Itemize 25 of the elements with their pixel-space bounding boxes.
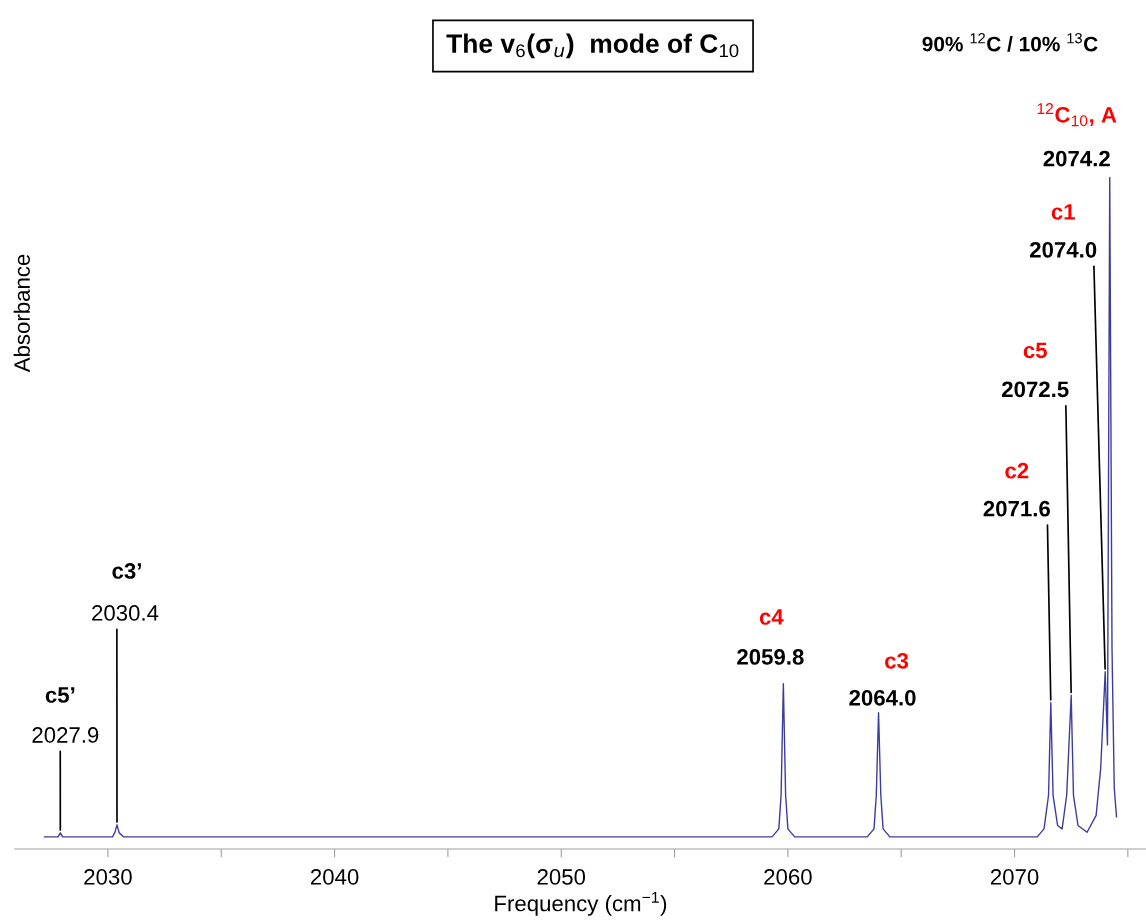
annotation: 2030.4 bbox=[92, 605, 159, 621]
annotation: 2027.9 bbox=[32, 727, 99, 743]
annotation: 2074.2 bbox=[1043, 150, 1110, 167]
annotation: 2059.8 bbox=[737, 649, 804, 665]
chart-title: The v$_{6}$(σ$_{u}$) mode of C$_{10}$ bbox=[446, 33, 739, 59]
annotation: c5’ bbox=[45, 687, 75, 703]
annotation: c3’ bbox=[112, 563, 141, 579]
x-tick-label: 2040 bbox=[310, 869, 359, 885]
annotation: 2071.6 bbox=[983, 500, 1050, 517]
y-axis-title: Absorbance bbox=[13, 254, 30, 373]
annotation: 2072.5 bbox=[1001, 381, 1069, 398]
text: $^{12}$C$_{10}$, A bbox=[1037, 103, 1117, 127]
annotation: 2074.0 bbox=[1029, 241, 1097, 258]
x-axis-title: Frequency (cm$^{−1}$) bbox=[495, 891, 667, 916]
x-tick-label: 2050 bbox=[537, 869, 586, 885]
annotation: c3 bbox=[885, 652, 909, 669]
chart-subtitle: 90% $^{12}$C / 10% $^{13}$C bbox=[922, 33, 1098, 52]
annotation: c1 bbox=[1051, 204, 1075, 220]
annotation: c4 bbox=[759, 609, 784, 625]
x-tick-label: 2070 bbox=[990, 869, 1039, 885]
x-tick-label: 2060 bbox=[764, 869, 812, 885]
annotation: c5 bbox=[1023, 342, 1047, 359]
annotation: 2064.0 bbox=[849, 689, 916, 706]
annotation: c2 bbox=[1005, 462, 1029, 479]
x-tick-label: 2030 bbox=[84, 869, 132, 885]
